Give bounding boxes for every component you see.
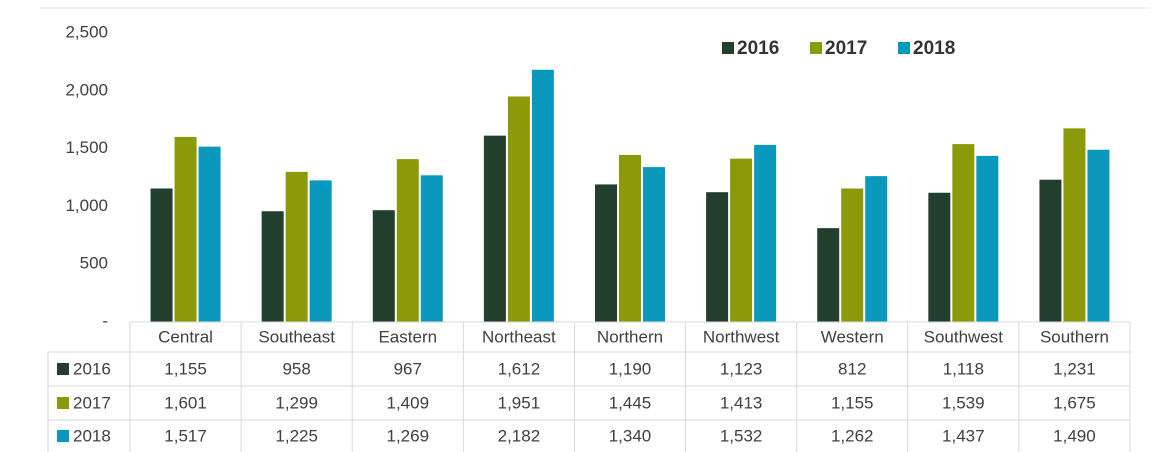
table-cell: 1,539 [942,393,985,412]
x-tick-label: Southeast [258,327,335,346]
table-cell: 958 [282,359,310,378]
y-tick-label: 2,000 [65,80,108,99]
x-tick-label: Western [821,327,884,346]
y-tick-label: 500 [80,254,108,273]
bar [976,155,999,322]
legend-label: 2018 [913,38,955,59]
legend-key [810,42,822,54]
y-tick-label: 1,000 [65,196,108,215]
table-cell: 1,231 [1053,359,1096,378]
table-cell: 1,409 [387,393,430,412]
table-cell: 1,532 [720,426,763,445]
bar [865,176,888,322]
table-cell: 1,118 [943,359,984,378]
bar [706,192,729,322]
table-cell: 2,182 [498,426,541,445]
bar [643,167,665,322]
bar [595,184,617,322]
table-cell: 1,225 [275,426,318,445]
x-tick-label: Southwest [924,327,1004,346]
x-tick-label: Southern [1040,327,1109,346]
table-cell: 1,340 [609,426,652,445]
bar [483,135,506,322]
legend-key [898,42,910,54]
table-cell: 1,601 [164,393,207,412]
table-cell: 1,445 [609,393,652,412]
table-cell: 1,155 [164,359,207,378]
table-cell: 1,269 [387,426,430,445]
table-cell: 1,490 [1053,426,1096,445]
bar [730,158,753,322]
bar [817,228,840,322]
bar [1063,128,1086,322]
table-cell: 1,123 [720,359,763,378]
table-cell: 1,951 [498,393,541,412]
x-tick-label: Northwest [703,327,780,346]
y-tick-label: 1,500 [65,138,108,157]
bar [1039,179,1062,322]
bar [285,171,308,322]
table-cell: 1,437 [942,426,985,445]
table-cell: 1,299 [275,393,318,412]
table-cell: 967 [394,359,422,378]
table-row-header: 2016 [73,359,111,378]
bar [952,144,975,322]
table-cell: 1,190 [609,359,652,378]
legend-key [722,42,734,54]
table-cell: 1,612 [498,359,541,378]
x-tick-label: Eastern [378,327,437,346]
y-tick-label: 2,500 [65,22,108,41]
bar [261,211,284,322]
bar [174,136,197,322]
table-cell: 1,675 [1053,393,1096,412]
bar [507,96,530,322]
bar [396,159,419,322]
x-tick-label: Northeast [482,327,556,346]
bar [619,154,641,322]
x-tick-label: Central [158,327,213,346]
table-cell: 1,517 [164,426,207,445]
bar [754,144,777,322]
table-row-header: 2017 [73,393,111,412]
bar [150,188,173,322]
bar [928,192,951,322]
table-cell: 1,262 [831,426,874,445]
bar [420,175,443,322]
bar [841,188,864,322]
bar [198,146,221,322]
bar [531,69,554,322]
legend-label: 2016 [737,38,779,59]
table-row-header: 2018 [73,426,111,445]
table-legend-key [57,397,69,409]
table-cell: 1,155 [831,393,874,412]
y-tick-label: - [102,311,108,330]
bar [1087,149,1110,322]
x-tick-label: Northern [597,327,663,346]
table-cell: 812 [838,359,866,378]
table-legend-key [57,430,69,442]
legend-label: 2017 [825,38,867,59]
bar [309,180,332,322]
legend: 2016 2017 2018 [722,38,955,59]
bar [372,210,395,322]
table-cell: 1,413 [720,393,763,412]
table-legend-key [57,363,69,375]
